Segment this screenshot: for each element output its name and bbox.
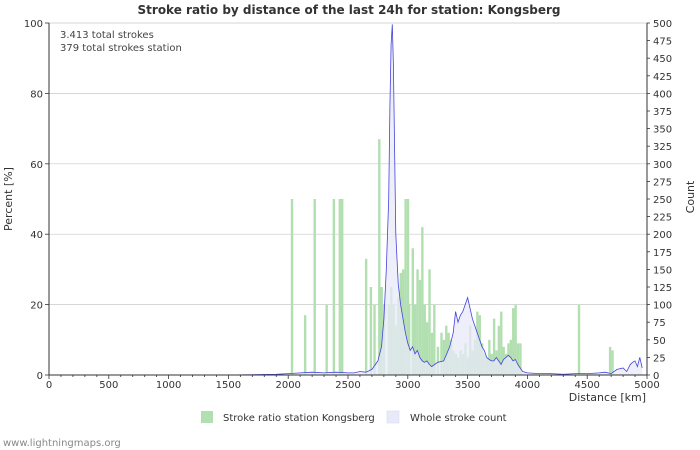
ratio-bar-33 [436, 346, 440, 375]
y-right-tick-label-16: 400 [653, 89, 672, 100]
y-right-tick-label-1: 25 [653, 353, 666, 364]
y-right-tick-label-3: 75 [653, 318, 666, 329]
y-right-tick-label-7: 175 [653, 248, 672, 259]
ratio-bar-56 [492, 318, 496, 375]
ratio-bar-32 [433, 304, 436, 375]
y-right-tick-label-9: 225 [653, 213, 672, 224]
ratio-bar-34 [440, 332, 443, 375]
legend-swatch-count [386, 410, 400, 424]
ratio-bar-8 [369, 287, 373, 375]
ratio-bar-36 [445, 325, 448, 375]
y-left-tick-label-4: 80 [30, 89, 43, 100]
y-left-tick-label-3: 60 [30, 160, 43, 171]
y-ticks-left: 0 20 40 60 80 100 [24, 19, 49, 382]
ratio-bar-27 [421, 227, 424, 375]
y-right-tick-label-20: 500 [653, 19, 672, 30]
y-right-tick-label-0: 0 [653, 371, 659, 382]
y-right-tick-label-13: 325 [653, 142, 672, 153]
x-tick-label-2: 1000 [156, 380, 181, 391]
ratio-bar-1 [303, 315, 307, 375]
y-right-tick-label-17: 425 [653, 72, 672, 83]
ratio-bar-2 [313, 199, 316, 375]
ratio-bar-54 [488, 339, 491, 375]
x-tick-label-7: 3500 [455, 380, 480, 391]
ratio-bar-24 [413, 304, 417, 375]
ratio-bar-28 [423, 304, 426, 375]
ratio-bar-64 [512, 308, 515, 375]
ratio-bar-23 [411, 248, 414, 375]
x-tick-label-9: 4500 [574, 380, 599, 391]
ratio-bar-11 [380, 287, 383, 375]
ratio-bar-70 [611, 350, 614, 375]
ratio-bar-26 [418, 279, 422, 375]
x-tick-label-4: 2000 [275, 380, 300, 391]
ratio-bar-10 [378, 139, 381, 375]
x-tick-label-8: 4000 [515, 380, 540, 391]
x-tick-label-0: 0 [46, 380, 52, 391]
ratio-bar-9 [373, 304, 376, 375]
y-right-tick-label-2: 50 [653, 336, 666, 347]
ratio-bar-6 [341, 199, 344, 375]
ratio-bar-66 [516, 343, 520, 375]
y-left-tick-label-2: 40 [30, 230, 43, 241]
ratio-bar-65 [514, 304, 517, 375]
info-total-strokes: 3.413 total strokes [60, 30, 154, 41]
x-tick-label-6: 3000 [395, 380, 420, 391]
legend-swatch-ratio [201, 411, 213, 423]
y-right-tick-label-18: 450 [653, 54, 672, 65]
x-ticks: 0 500 1000 1500 2000 2500 3000 3500 4000 4500 5000 [46, 375, 660, 391]
y-right-tick-label-10: 250 [653, 195, 672, 206]
info-station-strokes: 379 total strokes station [60, 43, 182, 54]
y-right-tick-label-8: 200 [653, 230, 672, 241]
y-right-tick-label-12: 300 [653, 160, 672, 171]
ratio-bar-22 [407, 304, 411, 375]
x-tick-label-5: 2500 [335, 380, 360, 391]
site-credit: www.lightningmaps.org [3, 438, 121, 449]
x-tick-label-3: 1500 [216, 380, 241, 391]
ratio-bar-25 [416, 269, 419, 375]
ratio-bar-20 [404, 199, 407, 375]
ratio-bar-35 [442, 339, 446, 375]
y-left-tick-label-5: 100 [24, 19, 43, 30]
y-right-tick-label-11: 275 [653, 177, 672, 188]
count-series [49, 24, 643, 376]
ratio-bar-0 [290, 199, 294, 375]
ratio-bar-31 [430, 332, 434, 375]
count-line [49, 24, 643, 376]
y-right-tick-label-5: 125 [653, 283, 672, 294]
ratio-bar-7 [364, 258, 368, 375]
y-right-tick-label-19: 475 [653, 37, 672, 48]
ratio-bar-3 [325, 304, 328, 375]
ratio-bar-58 [497, 325, 501, 375]
legend-label-ratio: Stroke ratio station Kongsberg [223, 413, 375, 424]
ratio-bar-59 [500, 311, 503, 375]
y-right-tick-label-6: 150 [653, 265, 672, 276]
ratio-bar-30 [428, 269, 431, 375]
ratio-bar-67 [519, 343, 522, 375]
ratio-bar-29 [425, 322, 429, 375]
y-axis-left-title: Percent [%] [2, 167, 15, 231]
ratio-bar-21 [406, 199, 410, 375]
y-axis-right-title: Count [684, 180, 697, 213]
ratio-bar-69 [608, 346, 612, 375]
ratio-bar-68 [577, 304, 581, 375]
ratio-bar-4 [332, 199, 336, 375]
chart-title: Stroke ratio by distance of the last 24h… [138, 3, 561, 17]
y-left-tick-label-1: 20 [30, 301, 43, 312]
y-right-tick-label-15: 375 [653, 107, 672, 118]
x-tick-label-1: 500 [99, 380, 118, 391]
x-axis-title: Distance [km] [569, 391, 646, 404]
y-right-tick-label-4: 100 [653, 301, 672, 312]
y-left-tick-label-0: 0 [37, 371, 43, 382]
ratio-bar-5 [338, 199, 342, 375]
legend-label-count: Whole stroke count [410, 413, 507, 424]
legend: Stroke ratio station Kongsberg Whole str… [201, 410, 507, 424]
y-right-tick-label-14: 350 [653, 125, 672, 136]
y-ticks-right: 0 25 50 75 100 125 150 175 200 225 250 275 300 325 350… [647, 19, 672, 382]
x-tick-label-10: 5000 [634, 380, 659, 391]
